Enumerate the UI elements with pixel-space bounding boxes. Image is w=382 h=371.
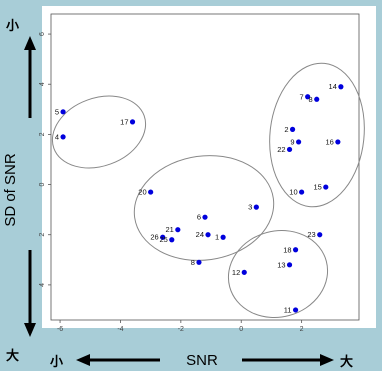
y-tick-label: 4 [39, 82, 46, 86]
data-label-14: 14 [329, 82, 337, 91]
data-point-9 [296, 139, 302, 145]
y-arrow-down-head [24, 323, 36, 337]
x-tick-label: -6 [57, 326, 63, 333]
data-label-15: 15 [313, 183, 321, 192]
x-arrow-right-head [320, 354, 334, 366]
data-label-25: 25 [159, 235, 167, 244]
data-point-20 [148, 189, 154, 195]
y-tick-label: 6 [39, 32, 46, 36]
x-axis-label: SNR [186, 352, 218, 369]
data-label-11: 11 [284, 305, 292, 314]
data-label-26: 26 [150, 233, 158, 242]
y-axis-label: SD of SNR [2, 153, 19, 227]
plot-area [50, 13, 360, 321]
data-label-24: 24 [196, 230, 204, 239]
data-point-7 [305, 94, 311, 100]
y-tick-label: 2 [39, 233, 46, 237]
data-label-8: 8 [191, 258, 195, 267]
data-point-16 [335, 139, 341, 145]
data-label-10: 10 [289, 188, 297, 197]
y-arrow-up-head [24, 36, 36, 50]
data-point-8 [196, 259, 202, 265]
data-point-22 [286, 146, 293, 153]
data-point-3 [253, 204, 259, 210]
data-point-5 [60, 109, 66, 115]
x-annotation-large: 大 [340, 354, 353, 370]
data-label-21: 21 [165, 225, 173, 234]
cluster-ellipse-center [133, 155, 275, 261]
cluster-ellipse-top-right [269, 62, 365, 208]
data-label-3: 3 [248, 203, 252, 212]
y-annotation-small: 小 [6, 19, 19, 34]
data-point-15 [323, 184, 329, 190]
data-label-7: 7 [299, 92, 303, 101]
data-point-4 [60, 134, 66, 140]
data-point-8 [314, 96, 320, 102]
data-label-17: 17 [120, 117, 128, 126]
data-point-12 [241, 269, 247, 275]
x-axis: -6 -4 -2 0 2 [57, 320, 304, 333]
y-axis: 6 4 2 0 2 4 [39, 32, 51, 287]
x-tick-label: 0 [239, 326, 243, 333]
data-label-22: 22 [277, 145, 285, 154]
data-point-1 [220, 234, 226, 240]
data-point-2 [289, 126, 296, 132]
x-arrow-left-head [76, 354, 90, 366]
x-tick-label: 2 [300, 326, 304, 333]
x-tick-label: -4 [117, 326, 123, 333]
data-label-9: 9 [290, 137, 294, 146]
data-point-10 [299, 189, 305, 195]
cluster-ellipse-bottom-right [227, 229, 329, 319]
x-tick-label: -2 [178, 326, 184, 333]
data-point-17 [129, 119, 136, 125]
data-point-26 [160, 234, 166, 240]
y-annotation-large: 大 [6, 348, 19, 364]
data-label-23: 23 [307, 230, 315, 239]
data-label-13: 13 [277, 260, 285, 269]
data-label-2: 2 [284, 125, 288, 134]
data-label-1: 1 [215, 233, 219, 242]
y-tick-label: 4 [39, 283, 46, 287]
x-annotation-small: 小 [50, 355, 63, 370]
plot-panel [42, 6, 376, 328]
data-point-24 [205, 232, 211, 238]
data-point-21 [175, 227, 181, 233]
data-point-18 [292, 247, 299, 253]
data-label-6: 6 [197, 213, 201, 222]
data-label-18: 18 [283, 245, 291, 254]
data-label-4: 4 [55, 132, 59, 141]
data-point-25 [169, 237, 175, 243]
data-point-11 [292, 307, 299, 313]
data-label-12: 12 [232, 268, 240, 277]
y-tick-label: 2 [39, 132, 46, 136]
cluster-ellipse-left [51, 95, 147, 169]
data-point-13 [286, 262, 293, 268]
data-label-20: 20 [138, 188, 146, 197]
data-point-6 [202, 214, 208, 220]
data-label-16: 16 [326, 137, 334, 146]
data-point-23 [317, 232, 323, 238]
data-point-14 [338, 84, 344, 90]
y-tick-label: 0 [39, 183, 46, 187]
data-label-5: 5 [55, 107, 59, 116]
data-label-8: 8 [309, 95, 313, 104]
